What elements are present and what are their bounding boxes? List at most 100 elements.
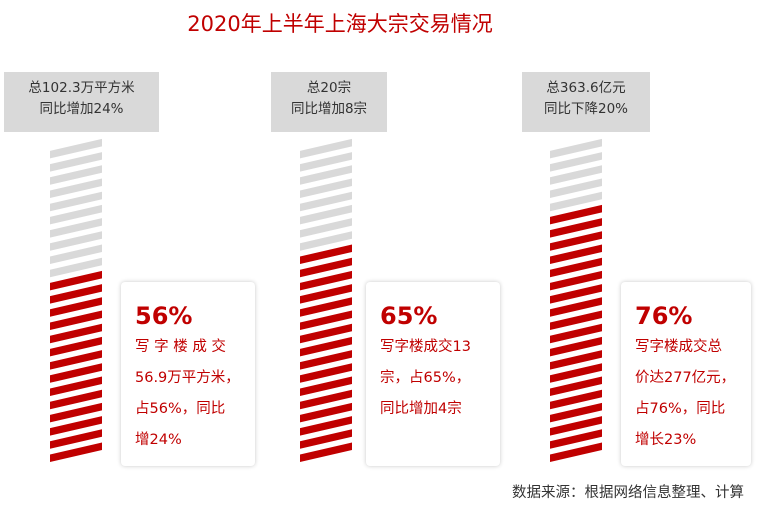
desc-line: 56.9万平方米，: [135, 370, 240, 386]
bar-stripe-empty: [50, 257, 102, 278]
bar-stripe-empty: [550, 178, 602, 198]
desc-line: 增长23%: [635, 432, 697, 448]
bar-stripe-filled: [300, 284, 352, 304]
callout-area: 56% 写 字 楼 成 交 56.9万平方米， 占56%，同比 增24%: [121, 282, 255, 466]
desc-line: 占76%，同比: [635, 401, 726, 417]
bar-stripe-filled: [550, 204, 602, 225]
bar-stripe-empty: [50, 152, 102, 172]
bar-stripe-filled: [50, 297, 102, 317]
bar-stripe-filled: [300, 257, 352, 278]
bar-stripe-filled: [550, 257, 602, 278]
bar-stripe-filled: [50, 336, 102, 357]
bar-stripe-filled: [550, 376, 602, 396]
total-line-2: 同比增加8宗: [290, 101, 368, 117]
bar-stripe-filled: [300, 416, 352, 436]
desc-line: 价达277亿元，: [635, 370, 736, 386]
bar-stripe-filled: [300, 310, 352, 330]
bar-stripe-filled: [550, 429, 602, 449]
total-card-area: 总102.3万平方米 同比增加24%: [4, 72, 159, 132]
bar-stripe-filled: [550, 244, 602, 264]
bar-stripe-filled: [50, 402, 102, 423]
bar-stripe-filled: [550, 297, 602, 317]
total-line-1: 总363.6亿元: [546, 80, 626, 96]
bar-stripe-filled: [550, 350, 602, 370]
bar-stripe-empty: [50, 218, 102, 238]
bar-stripe-empty: [550, 165, 602, 185]
bar-stripe-empty: [550, 152, 602, 172]
bar-stripe-filled: [550, 363, 602, 383]
bar-stripe-filled: [550, 270, 602, 291]
total-line-1: 总20宗: [306, 80, 352, 96]
bar-stripe-empty: [550, 191, 602, 212]
bar-stripe-filled: [50, 350, 102, 370]
desc-line: 写字楼成交总: [635, 339, 722, 355]
bar-stripe-empty: [50, 178, 102, 198]
bar-stripe-empty: [50, 231, 102, 251]
bar-stripe-filled: [50, 376, 102, 396]
bar-stripe-filled: [300, 442, 352, 462]
desc-line: 写字楼成交13: [380, 339, 471, 355]
bar-stripe-empty: [300, 218, 352, 238]
stripe-bar-count: [300, 138, 352, 462]
total-card-count: 总20宗 同比增加8宗: [271, 72, 387, 132]
bar-stripe-filled: [550, 416, 602, 436]
bar-stripe-filled: [50, 270, 102, 291]
bar-stripe-filled: [300, 336, 352, 357]
bar-stripe-empty: [50, 165, 102, 185]
bar-stripe-empty: [50, 138, 102, 159]
data-source: 数据来源：根据网络信息整理、计算: [512, 485, 744, 501]
bar-stripe-filled: [300, 363, 352, 383]
bar-stripe-empty: [50, 244, 102, 264]
bar-stripe-empty: [300, 138, 352, 159]
total-line-1: 总102.3万平方米: [28, 80, 135, 96]
bar-stripe-filled: [50, 442, 102, 462]
bar-stripe-filled: [550, 218, 602, 238]
bar-stripe-filled: [550, 231, 602, 251]
bar-stripe-filled: [300, 297, 352, 317]
bar-stripe-filled: [550, 310, 602, 330]
bar-stripe-filled: [550, 442, 602, 462]
desc-line: 占56%，同比: [135, 401, 226, 417]
bar-stripe-empty: [550, 138, 602, 159]
percent-label: 76%: [635, 302, 693, 330]
bar-stripe-empty: [300, 152, 352, 172]
bar-stripe-filled: [550, 336, 602, 357]
bar-stripe-filled: [50, 389, 102, 410]
total-line-2: 同比下降20%: [543, 101, 628, 117]
bar-stripe-filled: [300, 244, 352, 264]
total-line-2: 同比增加24%: [39, 101, 124, 117]
bar-stripe-empty: [300, 204, 352, 225]
bar-stripe-filled: [50, 323, 102, 344]
bar-stripe-filled: [50, 416, 102, 436]
desc-line: 同比增加4宗: [380, 401, 462, 417]
callout-count: 65% 写字楼成交13 宗，占65%， 同比增加4宗: [366, 282, 500, 466]
bar-stripe-filled: [300, 376, 352, 396]
bar-stripe-filled: [300, 350, 352, 370]
bar-stripe-filled: [550, 389, 602, 410]
bar-stripe-filled: [300, 270, 352, 291]
bar-stripe-filled: [300, 429, 352, 449]
bar-stripe-empty: [300, 231, 352, 251]
bar-stripe-filled: [50, 429, 102, 449]
percent-label: 65%: [380, 302, 438, 330]
desc-line: 宗，占65%，: [380, 370, 471, 386]
bar-stripe-filled: [50, 310, 102, 330]
bar-stripe-filled: [550, 323, 602, 344]
bar-stripe-filled: [300, 389, 352, 410]
percent-label: 56%: [135, 302, 193, 330]
bar-stripe-empty: [300, 191, 352, 212]
bar-stripe-empty: [300, 165, 352, 185]
stripe-bar-area: [50, 138, 102, 462]
bar-stripe-filled: [550, 284, 602, 304]
stripe-bar-amount: [550, 138, 602, 462]
callout-amount: 76% 写字楼成交总 价达277亿元， 占76%，同比 增长23%: [621, 282, 751, 466]
chart-title: 2020年上半年上海大宗交易情况: [187, 12, 493, 36]
bar-stripe-filled: [50, 363, 102, 383]
bar-stripe-filled: [300, 402, 352, 423]
bar-stripe-filled: [550, 402, 602, 423]
bar-stripe-empty: [300, 178, 352, 198]
bar-stripe-filled: [300, 323, 352, 344]
desc-line: 写 字 楼 成 交: [135, 339, 226, 355]
bar-stripe-filled: [50, 284, 102, 304]
bar-stripe-empty: [50, 191, 102, 212]
